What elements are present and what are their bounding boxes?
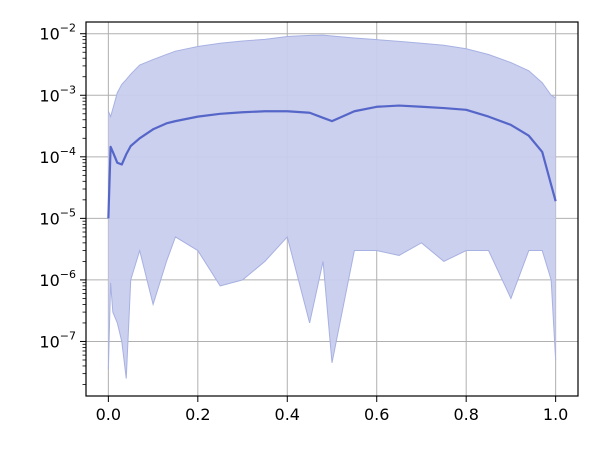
band-lower-edge [107, 235, 557, 379]
x-tick-label-0: 0.0 [96, 405, 121, 424]
y-tick-label-5: 10−2 [39, 22, 76, 44]
x-tick-label-5: 1.0 [543, 405, 568, 424]
x-tick-label-2: 0.4 [275, 405, 300, 424]
y-tick-label-4: 10−3 [39, 83, 76, 105]
mean-series-line [107, 104, 557, 219]
y-tick-label-1: 10−6 [39, 268, 76, 290]
x-tick-label-4: 0.8 [453, 405, 478, 424]
uncertainty-band [108, 35, 556, 379]
plot-area: 0.0 0.2 0.4 0.6 0.8 1.0 10−7 10−6 10−5 10−4 10−3 10… [39, 21, 579, 424]
y-tick-label-0: 10−7 [39, 329, 76, 351]
y-tick-label-2: 10−5 [39, 206, 76, 228]
x-tick-label-3: 0.6 [364, 405, 389, 424]
y-tick-label-3: 10−4 [39, 145, 76, 167]
band-upper-edge [107, 34, 556, 119]
axes-frame [85, 21, 579, 397]
x-tick-label-1: 0.2 [185, 405, 210, 424]
